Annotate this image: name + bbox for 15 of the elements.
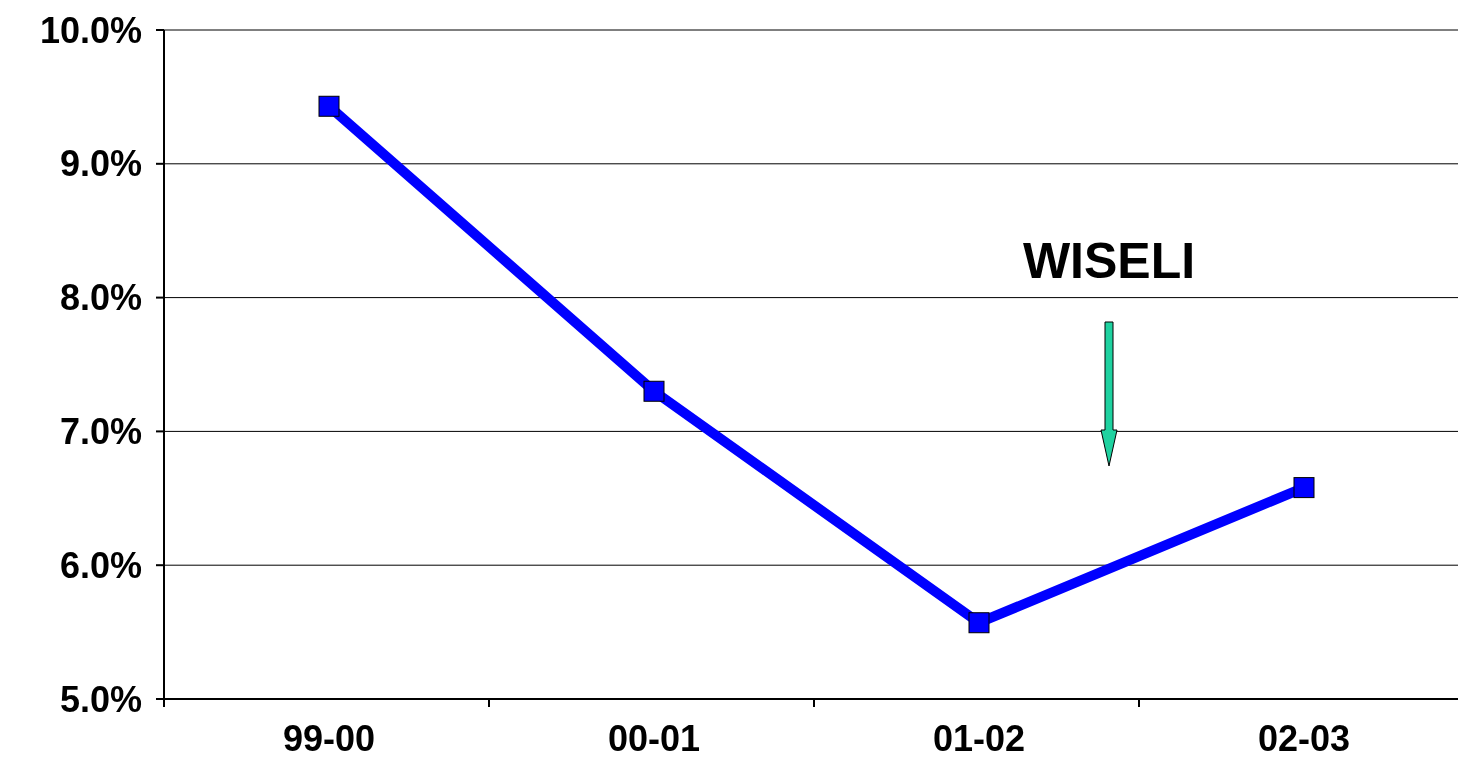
x-tick-label: 01-02	[932, 718, 1026, 759]
point	[318, 95, 340, 117]
y-tick-label: 8.0%	[59, 277, 142, 319]
x-tick-label: 02-03	[1257, 718, 1351, 759]
point	[643, 380, 665, 402]
point	[968, 612, 990, 634]
y-tick-label: 6.0%	[59, 544, 142, 586]
annotation: WISELI	[1022, 233, 1196, 289]
y-tick-label: 9.0%	[59, 143, 142, 185]
y-tick-label: 7.0%	[59, 411, 142, 452]
point	[1293, 477, 1315, 499]
y-tick-label: 10.0%	[39, 9, 142, 51]
x-tick-label: 99-00	[282, 718, 376, 759]
y-tick-label: 5.0%	[59, 678, 142, 720]
x-tick-label: 00-01	[607, 718, 701, 759]
